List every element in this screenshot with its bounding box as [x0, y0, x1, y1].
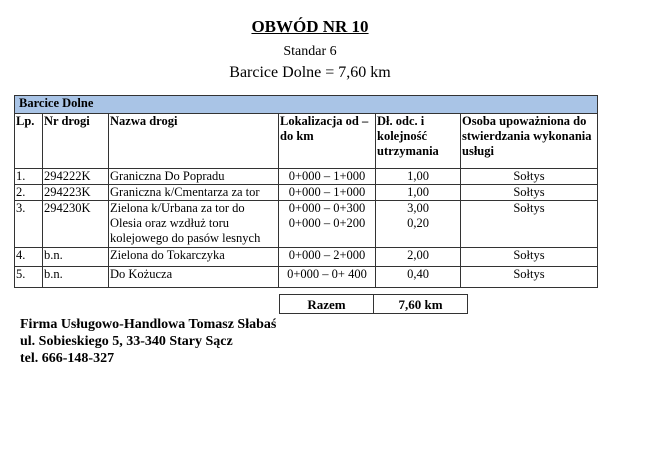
- row-nr: 294222K: [42, 168, 109, 185]
- row-lp: 2.: [14, 184, 43, 201]
- header-lp: Lp.: [14, 113, 43, 169]
- header-nazwa: Nazwa drogi: [108, 113, 279, 169]
- header-lokalizacja: Lokalizacja od – do km: [278, 113, 376, 169]
- row-nr: 294230K: [42, 200, 109, 248]
- total-table: Razem 7,60 km: [279, 294, 468, 314]
- row-osoba: Sołtys: [460, 184, 598, 201]
- summary: Barcice Dolne = 7,60 km: [229, 64, 391, 81]
- dlugosc-value: 1,00: [407, 185, 429, 199]
- row-lokalizacja: 0+000 – 1+000: [278, 168, 376, 185]
- row-osoba: Sołtys: [460, 168, 598, 185]
- table-row: 5. b.n. Do Kożucza 0+000 – 0+ 400 0,40 Sołtys: [14, 266, 598, 288]
- header-nr: Nr drogi: [42, 113, 109, 169]
- row-lp: 5.: [14, 266, 43, 288]
- header-osoba: Osoba upoważniona do stwierdzania wykona…: [460, 113, 598, 169]
- lokalizacja-value: 0+000 – 2+000: [288, 248, 366, 262]
- total-label: Razem: [279, 294, 374, 314]
- table-row: 4. b.n. Zielona do Tokarczyka 0+000 – 2+000…: [14, 247, 598, 267]
- row-nazwa: Graniczna k/Cmentarza za tor: [108, 184, 279, 201]
- row-dlugosc: 2,00: [375, 247, 461, 267]
- subtitle: Standar 6: [283, 44, 337, 59]
- lokalizacja-value: 0+000 – 0+ 400: [287, 267, 367, 281]
- page-title: OBWÓD NR 10: [251, 17, 369, 36]
- section-header: Barcice Dolne: [14, 95, 598, 114]
- row-lp: 3.: [14, 200, 43, 248]
- roads-table: Barcice Dolne Lp. Nr drogi Nazwa drogi L…: [14, 95, 598, 288]
- row-nr: b.n.: [42, 247, 109, 267]
- dlugosc-value: 3,00: [407, 201, 429, 215]
- row-lokalizacja: 0+000 – 2+000: [278, 247, 376, 267]
- lokalizacja-value: 0+000 – 1+000: [288, 185, 366, 199]
- row-lokalizacja: 0+000 – 1+000: [278, 184, 376, 201]
- lokalizacja-value: 0+000 – 0+300: [288, 201, 366, 215]
- dlugosc-value: 0,40: [407, 267, 429, 281]
- header-dlugosc: Dł. odc. i kolejność utrzymania: [375, 113, 461, 169]
- row-nazwa: Do Kożucza: [108, 266, 279, 288]
- table-row: 1. 294222K Graniczna Do Popradu 0+000 – 1+0…: [14, 168, 598, 185]
- row-lokalizacja: 0+000 – 0+ 400: [278, 266, 376, 288]
- row-nazwa: Graniczna Do Popradu: [108, 168, 279, 185]
- dlugosc-value: 0,20: [407, 216, 429, 230]
- dlugosc-value: 2,00: [407, 248, 429, 262]
- row-dlugosc: 1,00: [375, 184, 461, 201]
- total-value: 7,60 km: [373, 294, 468, 314]
- row-lp: 1.: [14, 168, 43, 185]
- row-osoba: Sołtys: [460, 266, 598, 288]
- dlugosc-value: 1,00: [407, 169, 429, 183]
- row-osoba: Sołtys: [460, 200, 598, 248]
- table-row: 3. 294230K Zielona k/Urbana za tor do Oles…: [14, 200, 598, 248]
- row-nazwa: Zielona k/Urbana za tor do Olesia oraz w…: [108, 200, 279, 248]
- row-nazwa: Zielona do Tokarczyka: [108, 247, 279, 267]
- row-dlugosc: 1,00: [375, 168, 461, 185]
- company-address: ul. Sobieskiego 5, 33-340 Stary Sącz: [20, 334, 233, 349]
- table-row: 2. 294223K Graniczna k/Cmentarza za tor 0+0…: [14, 184, 598, 201]
- lokalizacja-value: 0+000 – 0+200: [288, 216, 366, 230]
- row-nr: 294223K: [42, 184, 109, 201]
- lokalizacja-value: 0+000 – 1+000: [288, 169, 366, 183]
- row-nr: b.n.: [42, 266, 109, 288]
- row-lp: 4.: [14, 247, 43, 267]
- row-dlugosc: 0,40: [375, 266, 461, 288]
- row-dlugosc: 3,00 0,20: [375, 200, 461, 248]
- company-name: Firma Usługowo-Handlowa Tomasz Słabaś: [20, 317, 277, 332]
- company-phone: tel. 666-148-327: [20, 351, 115, 366]
- row-osoba: Sołtys: [460, 247, 598, 267]
- row-lokalizacja: 0+000 – 0+300 0+000 – 0+200: [278, 200, 376, 248]
